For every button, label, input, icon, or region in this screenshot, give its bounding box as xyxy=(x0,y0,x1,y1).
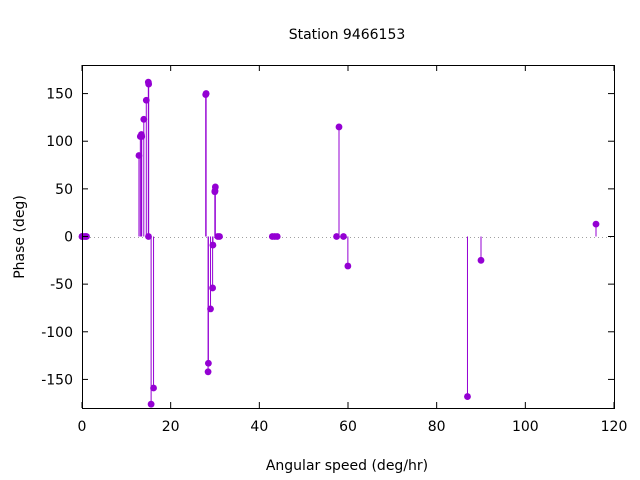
data-point xyxy=(147,400,155,408)
data-point xyxy=(209,241,217,249)
point-layer xyxy=(78,78,600,408)
data-point xyxy=(344,262,352,270)
x-tick-label: 0 xyxy=(78,419,87,435)
data-point xyxy=(138,133,146,140)
data-point xyxy=(207,305,214,313)
data-point xyxy=(464,393,471,400)
data-point xyxy=(145,233,152,240)
x-tick-label: 60 xyxy=(339,419,357,435)
data-point xyxy=(477,256,485,264)
data-point xyxy=(204,359,212,367)
data-point xyxy=(135,152,143,159)
data-point xyxy=(209,284,217,292)
data-point xyxy=(216,233,223,240)
data-point xyxy=(142,96,150,104)
x-tick-label: 80 xyxy=(428,419,446,435)
x-tick-label: 100 xyxy=(512,419,539,435)
data-point xyxy=(202,90,210,97)
data-point xyxy=(340,233,347,240)
data-point xyxy=(145,80,153,88)
data-point xyxy=(592,220,600,228)
plot-border xyxy=(82,65,615,409)
x-axis-ticks: 0 20 40 60 80 100 120 xyxy=(78,65,628,435)
data-point xyxy=(204,368,212,376)
y-axis-ticks: -150 -100 -50 0 50 100 150 xyxy=(41,87,614,388)
data-point xyxy=(273,233,281,240)
chart-title: Station 9466153 xyxy=(289,27,406,43)
x-axis-label: Angular speed (deg/hr) xyxy=(266,458,428,474)
y-tick-label: -50 xyxy=(50,277,73,293)
x-tick-label: 40 xyxy=(250,419,268,435)
y-tick-label: -150 xyxy=(41,372,73,388)
data-point xyxy=(335,123,343,131)
y-tick-label: 50 xyxy=(55,182,73,198)
y-tick-label: -100 xyxy=(41,325,73,341)
y-tick-label: 150 xyxy=(46,87,73,103)
data-point xyxy=(140,115,148,123)
y-tick-label: 100 xyxy=(46,134,73,150)
x-tick-label: 20 xyxy=(162,419,180,435)
data-point xyxy=(150,384,157,392)
data-point xyxy=(333,233,340,240)
y-axis-label: Phase (deg) xyxy=(12,195,28,279)
impulse-layer xyxy=(138,82,597,405)
y-tick-label: 0 xyxy=(64,230,73,246)
data-point xyxy=(211,183,219,191)
x-tick-label: 120 xyxy=(601,419,628,435)
